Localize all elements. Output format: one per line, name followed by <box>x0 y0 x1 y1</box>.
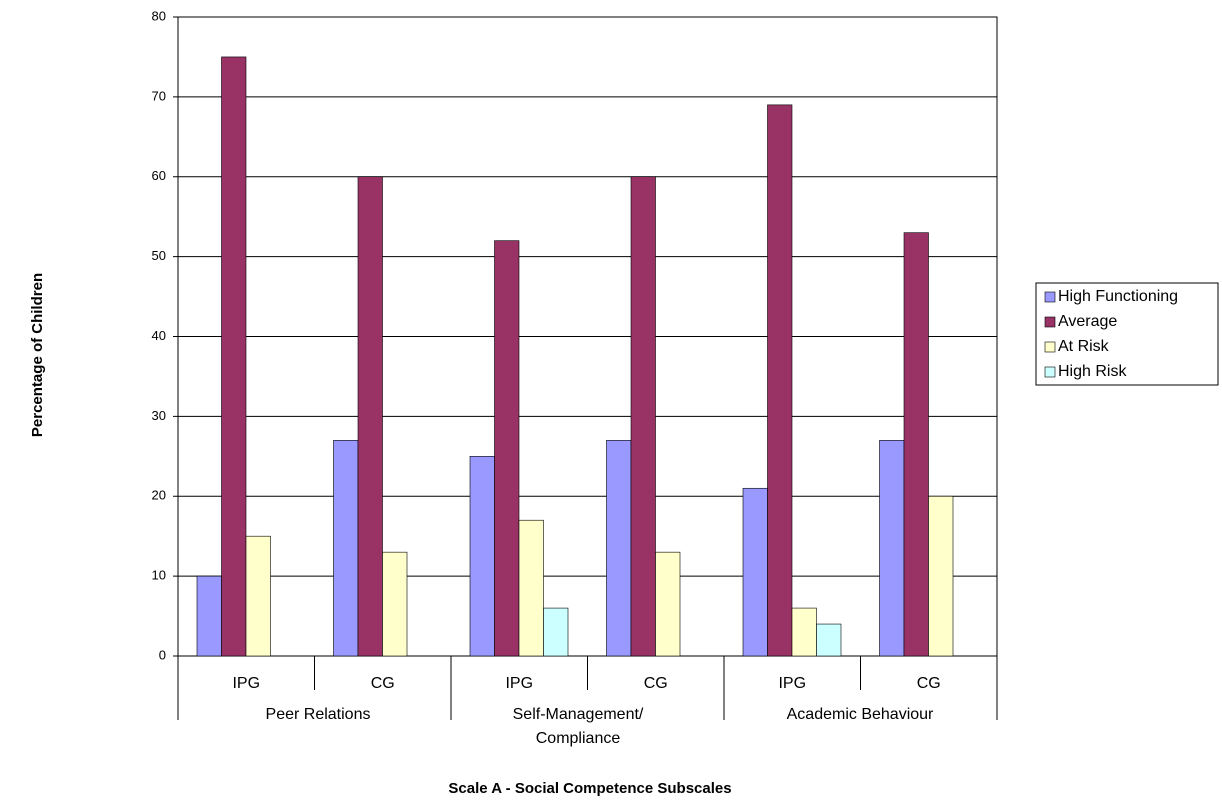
y-tick-label: 10 <box>152 568 166 583</box>
bar <box>767 104 793 657</box>
group-label: Self-Management/ <box>513 706 644 723</box>
legend-swatch <box>1044 316 1056 328</box>
x-tick-label: CG <box>371 675 395 692</box>
bar <box>742 487 768 657</box>
group-label: Peer Relations <box>266 706 371 723</box>
bar <box>469 456 495 657</box>
bar <box>928 495 954 657</box>
x-tick-label: CG <box>644 675 668 692</box>
y-tick-label: 80 <box>152 8 166 23</box>
bar <box>816 623 842 657</box>
bar <box>655 551 681 657</box>
legend-swatch <box>1044 291 1056 303</box>
bar <box>543 607 569 657</box>
x-tick-label: IPG <box>232 675 260 692</box>
bar <box>518 519 544 657</box>
x-tick-label: CG <box>917 675 941 692</box>
bar <box>333 440 359 657</box>
y-tick-label: 70 <box>152 88 166 103</box>
bar <box>606 440 632 657</box>
legend-swatch <box>1044 366 1056 378</box>
bar <box>245 535 271 657</box>
legend-swatch <box>1044 341 1056 353</box>
legend-label: Average <box>1058 313 1117 330</box>
y-tick-label: 0 <box>159 647 166 662</box>
legend-box <box>1035 282 1219 386</box>
y-tick-label: 60 <box>152 168 166 183</box>
bar <box>903 232 929 657</box>
legend-label: High Functioning <box>1058 288 1178 305</box>
legend-label: At Risk <box>1058 338 1110 355</box>
bar <box>196 575 222 657</box>
bar <box>494 240 520 657</box>
group-label: Compliance <box>536 730 621 747</box>
y-tick-label: 30 <box>152 408 166 423</box>
y-tick-label: 50 <box>152 248 166 263</box>
y-axis-title: Percentage of Children <box>29 273 46 437</box>
bar <box>879 440 905 657</box>
legend-label: High Risk <box>1058 363 1127 380</box>
bar <box>630 176 656 657</box>
x-axis-title: Scale A - Social Competence Subscales <box>448 780 731 797</box>
y-tick-label: 40 <box>152 328 166 343</box>
bar <box>791 607 817 657</box>
bar <box>357 176 383 657</box>
x-tick-label: IPG <box>505 675 533 692</box>
x-tick-label: IPG <box>778 675 806 692</box>
bar <box>382 551 408 657</box>
y-tick-label: 20 <box>152 488 166 503</box>
bar <box>221 56 247 657</box>
group-label: Academic Behaviour <box>787 706 934 723</box>
